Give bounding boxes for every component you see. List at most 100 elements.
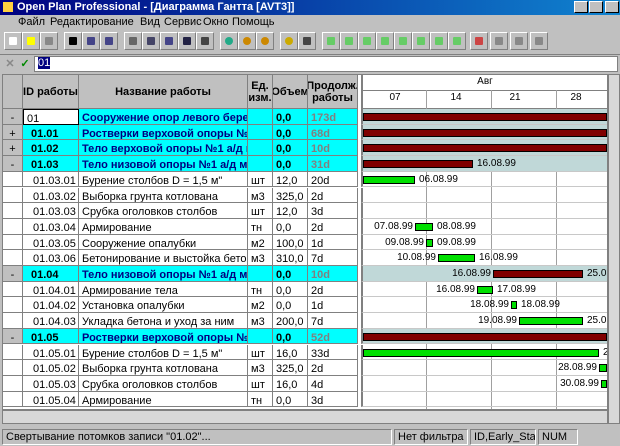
cell-unit: шт <box>248 171 273 188</box>
cell-duration: 2d <box>308 281 358 298</box>
gantt-bar <box>599 364 607 373</box>
minimize[interactable] <box>574 1 588 13</box>
menu-item[interactable]: Редактирование <box>50 16 134 28</box>
toolbar-button[interactable] <box>64 32 82 50</box>
cell-name: Установка опалубки <box>79 297 248 314</box>
cell-duration: 7d <box>308 313 358 329</box>
cell-duration: 52d <box>308 328 358 345</box>
row-toggle <box>3 250 23 266</box>
status-pane: Нет фильтра <box>394 429 468 445</box>
cell-unit: м3 <box>248 360 273 376</box>
toolbar-button[interactable] <box>412 32 430 50</box>
cell-volume: 0,0 <box>273 281 308 298</box>
gantt-row <box>361 297 607 314</box>
toolbar-button[interactable] <box>40 32 58 50</box>
gantt-bar <box>363 348 599 357</box>
toolbar-icon <box>225 37 233 45</box>
cell-name: Выборка грунта котлована <box>79 187 248 204</box>
row-toggle[interactable]: - <box>3 109 23 125</box>
cell-unit: шт <box>248 344 273 361</box>
cell-name: Тело верховой опоры №1 а/д моста <box>79 140 248 157</box>
toolbar-button[interactable] <box>448 32 466 50</box>
toolbar-button[interactable] <box>394 32 412 50</box>
cell-volume: 310,0 <box>273 250 308 266</box>
toolbar-button[interactable] <box>4 32 22 50</box>
accept-button[interactable]: ✓ <box>20 58 30 70</box>
toolbar-icon <box>515 37 523 45</box>
toolbar-button[interactable] <box>298 32 316 50</box>
toolbar-button[interactable] <box>340 32 358 50</box>
row-toggle <box>3 203 23 219</box>
cell-duration: 20d <box>308 171 358 188</box>
header-cell <box>3 75 23 109</box>
toolbar-button[interactable] <box>376 32 394 50</box>
menu-item[interactable]: Файл <box>18 16 46 28</box>
menu-item[interactable]: Окно <box>203 16 229 28</box>
menu-item[interactable]: Помощь <box>232 16 275 28</box>
toolbar-button[interactable] <box>196 32 214 50</box>
cell-duration: 3d <box>308 203 358 219</box>
finish-label: 16.08.99 <box>479 252 518 264</box>
toolbar-button[interactable] <box>358 32 376 50</box>
toolbar-button[interactable] <box>142 32 160 50</box>
cell-unit: шт <box>248 203 273 219</box>
row-toggle[interactable]: + <box>3 140 23 157</box>
cell-id: 01.05.02 <box>23 360 79 376</box>
cell-duration: 2d <box>308 218 358 235</box>
toolbar-button[interactable] <box>22 32 40 50</box>
gantt-bar <box>426 238 433 247</box>
menu-item[interactable]: Вид <box>140 16 160 28</box>
toolbar-icon <box>27 37 35 45</box>
toolbar-button[interactable] <box>256 32 274 50</box>
maximize[interactable] <box>589 1 603 13</box>
row-toggle[interactable]: - <box>3 156 23 172</box>
toolbar-button[interactable] <box>322 32 340 50</box>
row-toggle[interactable]: - <box>3 266 23 282</box>
toolbar-button[interactable] <box>280 32 298 50</box>
toolbar-button[interactable] <box>178 32 196 50</box>
cell-name: Бурение столбов D = 1,5 м" <box>79 171 248 188</box>
gantt-bar <box>363 160 473 169</box>
vertical-scrollbar[interactable] <box>608 74 620 424</box>
toolbar-button[interactable] <box>510 32 528 50</box>
month-label: Авг <box>477 76 493 87</box>
gantt-row <box>361 203 607 219</box>
toolbar-button[interactable] <box>220 32 238 50</box>
toolbar-button[interactable] <box>238 32 256 50</box>
cell-unit <box>248 156 273 172</box>
horizontal-scrollbar[interactable] <box>2 410 608 424</box>
menu-item[interactable]: Сервис <box>164 16 202 28</box>
row-toggle <box>3 234 23 251</box>
cell-volume: 12,0 <box>273 171 308 188</box>
close[interactable] <box>605 1 619 13</box>
gantt-row <box>361 313 607 329</box>
cell-unit: м3 <box>248 250 273 266</box>
toolbar-button[interactable] <box>470 32 488 50</box>
toolbar-button[interactable] <box>100 32 118 50</box>
edit-field[interactable]: 01 <box>34 56 618 72</box>
toolbar-icon <box>417 37 425 45</box>
toolbar-button[interactable] <box>430 32 448 50</box>
row-toggle[interactable]: + <box>3 124 23 141</box>
toolbar-button[interactable] <box>490 32 508 50</box>
toolbar-button[interactable] <box>82 32 100 50</box>
gantt-row <box>361 391 607 408</box>
cell-id: 01.03.02 <box>23 187 79 204</box>
cell-unit: тн <box>248 281 273 298</box>
toolbar-button[interactable] <box>530 32 548 50</box>
finish-label: 16.08.99 <box>477 158 516 170</box>
finish-label: 08.08.99 <box>437 220 476 232</box>
cancel-button[interactable]: ✕ <box>5 58 15 70</box>
toolbar-icon <box>129 37 137 45</box>
month-line <box>361 90 607 91</box>
toolbar-button[interactable] <box>124 32 142 50</box>
gantt-row <box>361 375 607 392</box>
toolbar-button[interactable] <box>160 32 178 50</box>
row-toggle <box>3 187 23 204</box>
cell-duration: 68d <box>308 124 358 141</box>
toolbar-icon <box>87 37 95 45</box>
row-toggle <box>3 360 23 376</box>
gantt-bar <box>438 254 475 263</box>
row-toggle[interactable]: - <box>3 328 23 345</box>
